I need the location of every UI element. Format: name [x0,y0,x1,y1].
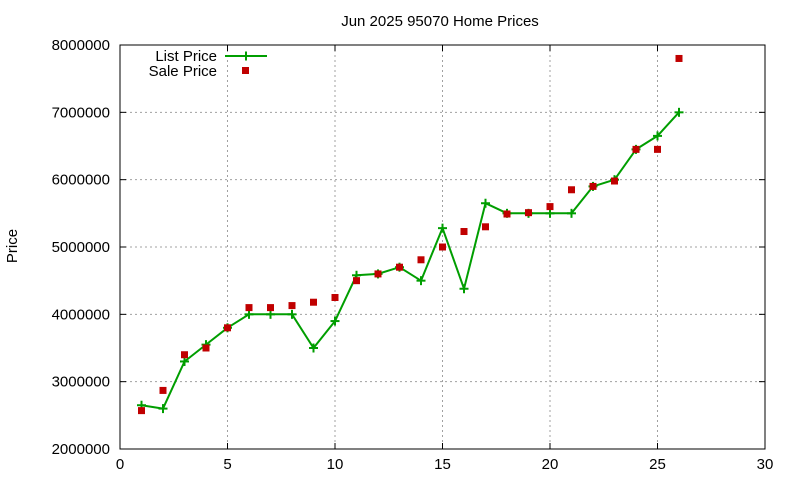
sale-price-point [589,182,597,190]
legend: List Price Sale Price [149,48,267,80]
sale-price-point [675,54,683,62]
legend-label-list-price: List Price [155,48,217,65]
list-price-marker [244,309,254,319]
sale-price-point [245,304,253,312]
y-tick-label: 6000000 [52,172,110,189]
y-tick-label: 4000000 [52,306,110,323]
list-price-marker [438,223,447,233]
axis-ticks: 0 5 10 15 20 25 30 2000000 3000000 4000000 5000000… [52,37,774,473]
sale-price-point [224,324,231,332]
y-axis-label: Price [4,229,21,263]
list-price-marker [674,107,684,117]
sale-price-point [632,145,640,153]
sale-price-point [202,344,210,352]
legend-swatch-sale-price [242,67,249,74]
list-price-marker [459,284,469,294]
sale-price-point [288,302,296,310]
sale-price-point [310,298,317,306]
legend-label-sale-price: Sale Price [149,63,217,80]
sale-price-point [568,186,575,194]
sale-price-point [181,351,188,359]
y-tick-label: 5000000 [52,239,110,256]
legend-marker-list-price [241,51,251,61]
x-tick-label: 0 [116,456,124,473]
sale-price-point [374,270,382,278]
y-tick-label: 8000000 [52,37,110,54]
x-tick-label: 15 [434,456,451,473]
list-price-marker [287,309,297,319]
series-layer [137,54,684,415]
x-tick-label: 25 [649,456,666,473]
list-price-marker [567,208,576,218]
sale-price-point [331,294,339,301]
sale-price-point [267,304,274,312]
chart-title: Jun 2025 95070 Home Prices [341,13,539,30]
legend-plus-marker [241,51,251,61]
list-price-line [141,111,680,410]
sale-price-point [482,223,489,231]
list-price-marker [266,309,275,319]
y-tick-label: 3000000 [52,374,110,391]
sale-price-point [417,256,425,264]
y-tick-label: 2000000 [52,441,110,458]
sale-price-point [611,177,618,185]
list-price-marker [545,208,555,218]
list-price-marker [330,316,340,326]
sale-price-point [654,145,661,153]
list-price-marker [653,131,662,141]
sale-price-point [159,386,167,394]
list-price-marker [309,343,318,353]
list-price-marker [180,356,189,366]
list-price-marker [416,276,426,286]
x-tick-label: 5 [223,456,231,473]
sale-price-point [460,228,468,236]
y-tick-label: 7000000 [52,104,110,121]
x-tick-label: 20 [542,456,559,473]
x-tick-label: 30 [757,456,774,473]
list-price-marker [158,404,168,414]
sale-price-point [439,243,446,251]
sale-price-point [353,277,360,285]
sale-price-point [503,210,511,218]
x-tick-label: 10 [327,456,344,473]
sale-price-point [396,263,403,271]
plot-frame [119,44,766,450]
list-price-marker [481,198,490,208]
sale-price-point [138,407,145,415]
sale-price-point [525,209,532,217]
sale-price-point [546,203,554,211]
